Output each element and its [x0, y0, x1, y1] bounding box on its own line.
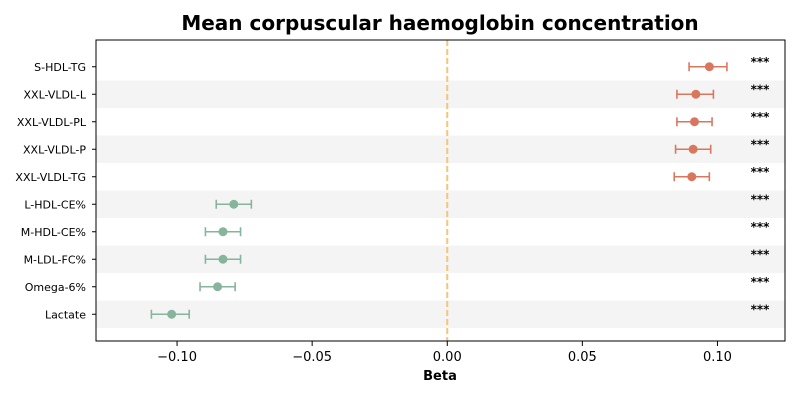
estimate-xxl-vldl-p [674, 144, 712, 154]
category-label: M-HDL-CE% [21, 226, 86, 239]
row-band [96, 135, 785, 163]
beta-point [213, 282, 223, 292]
category-label: Lactate [45, 308, 86, 321]
category-labels: S-HDL-TG XXL-VLDL-L XXL-VLDL-PL XXL-VLDL-P X… [15, 61, 96, 321]
row-band [96, 190, 785, 218]
estimate-xxl-vldl-tg [673, 172, 711, 182]
estimate-xxl-vldl-l [676, 89, 715, 99]
row-band [96, 300, 785, 328]
beta-point [167, 309, 177, 319]
beta-point [688, 144, 698, 154]
significance-label: *** [751, 220, 771, 234]
row-bands [96, 80, 785, 328]
significance-label: *** [751, 137, 771, 151]
x-axis-ticks: −0.10 −0.05 0.00 0.05 0.10 [157, 341, 732, 365]
data-marks [150, 62, 728, 319]
x-tick-label: −0.10 [157, 350, 197, 365]
estimate-omega-6- [199, 282, 236, 292]
significance-label: *** [751, 110, 771, 124]
estimate-m-hdl-ce- [204, 227, 242, 237]
beta-point [218, 254, 228, 264]
category-label: XXL-VLDL-TG [15, 171, 86, 184]
estimate-l-hdl-ce- [215, 199, 253, 209]
x-tick-label: −0.05 [292, 350, 332, 365]
estimate-xxl-vldl-pl [676, 117, 713, 127]
chart-title: Mean corpuscular haemoglobin concentrati… [181, 11, 698, 35]
x-axis-label: Beta [423, 369, 457, 384]
beta-point [691, 89, 701, 99]
significance-label: *** [751, 302, 771, 316]
category-label: L-HDL-CE% [24, 198, 86, 211]
beta-point [687, 172, 697, 182]
category-label: XXL-VLDL-P [23, 143, 86, 156]
beta-point [704, 62, 714, 72]
significance-label: *** [751, 275, 771, 289]
significance-label: *** [751, 165, 771, 179]
x-tick-label: 0.05 [568, 350, 597, 365]
category-label: M-LDL-FC% [24, 253, 86, 266]
category-label: XXL-VLDL-L [24, 88, 87, 101]
row-band [96, 80, 785, 108]
estimate-s-hdl-tg [688, 62, 728, 72]
beta-point [218, 227, 228, 237]
significance-label: *** [751, 192, 771, 206]
significance-label: *** [751, 247, 771, 261]
x-tick-label: 0.10 [703, 350, 732, 365]
significance-label: *** [751, 55, 771, 69]
row-band [96, 245, 785, 273]
x-tick-label: 0.00 [433, 350, 462, 365]
estimate-m-ldl-fc- [204, 254, 242, 264]
significance-labels: *** *** *** *** *** *** *** *** *** *** [751, 55, 771, 317]
beta-point [689, 117, 699, 127]
axes-frame [95, 39, 786, 342]
category-label: Omega-6% [25, 281, 86, 294]
significance-label: *** [751, 82, 771, 96]
category-label: S-HDL-TG [34, 61, 86, 74]
beta-point [229, 199, 239, 209]
category-label: XXL-VLDL-PL [17, 116, 87, 129]
estimate-lactate [150, 309, 191, 319]
